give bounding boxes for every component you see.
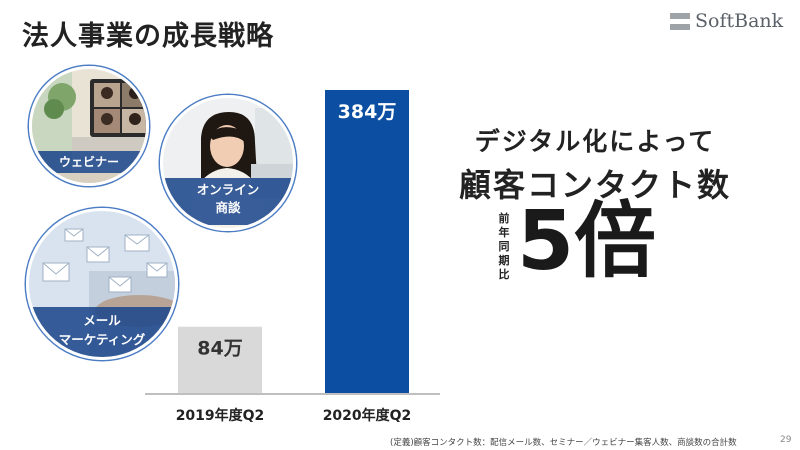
headline-line1: デジタル化によって [474, 127, 716, 156]
bar-2020 [325, 90, 409, 393]
online-meeting-label: オンライン 商談 [163, 178, 293, 225]
webinar-label: ウェビナー [32, 151, 146, 173]
email-marketing-label: メール マーケティング [29, 307, 175, 357]
online-meeting-photo: オンライン 商談 [160, 95, 296, 231]
webinar-laptop-icon [32, 69, 146, 183]
softbank-logo: SoftBank [670, 10, 786, 34]
bar-value-label: 384万 [338, 101, 397, 123]
email-marketing-photo: メール マーケティング [26, 208, 178, 360]
definition-footnote: (定義)顧客コンタクト数：配信メール数、セミナー／ウェビナー集客人数、商談数の合… [390, 438, 737, 448]
yoy-comparison-label: 前年同期比 [498, 212, 510, 281]
email-marketing-label-line2: マーケティング [58, 332, 146, 347]
webinar-photo: ウェビナー [29, 66, 149, 186]
online-meeting-label-line2: 商談 [215, 200, 241, 215]
category-label: 2019年度Q2 [176, 407, 265, 424]
logo-text: SoftBank [695, 10, 784, 32]
email-marketing-label-line1: メール [83, 313, 121, 328]
headline-line2: 顧客コンタクト数 [458, 166, 731, 204]
category-label: 2020年度Q2 [323, 407, 412, 424]
growth-multiplier: 5倍 [517, 194, 657, 289]
bar-2019 [178, 326, 262, 393]
page-number: 29 [780, 435, 792, 445]
online-meeting-label-line1: オンライン [196, 182, 260, 197]
page-title: 法人事業の成長戦略 [22, 21, 274, 52]
bar-value-label: 84万 [197, 338, 242, 360]
logo-bars-icon [670, 13, 690, 31]
contact-count-bar-chart: 84万 2019年度Q2 384万 2020年度Q2 [145, 90, 440, 424]
